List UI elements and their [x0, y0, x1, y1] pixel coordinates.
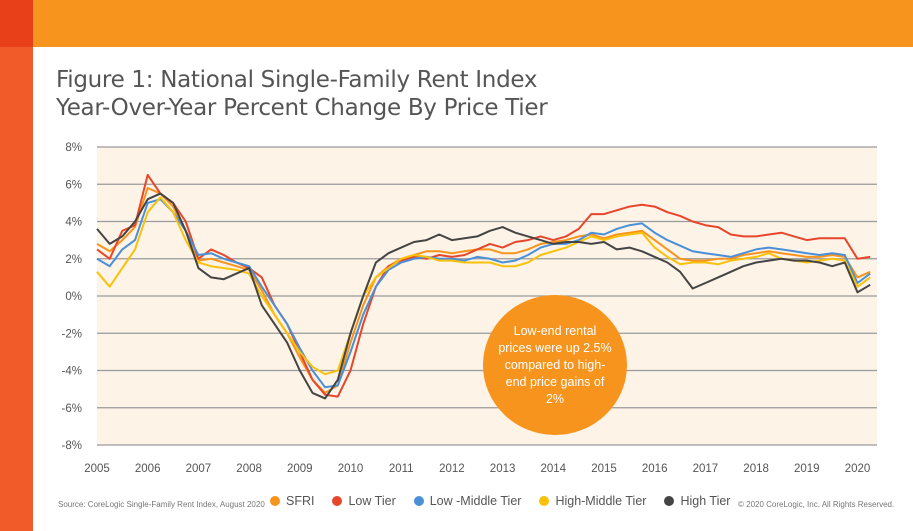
x-tick-label: 2017	[693, 463, 719, 475]
y-tick-label: -6%	[62, 403, 82, 415]
series-line-sfri	[96, 187, 871, 394]
legend-label: High-Middle Tier	[555, 494, 647, 508]
legend-dot-icon	[664, 496, 675, 506]
series-line-low-middle-tier	[96, 198, 871, 389]
y-tick-label: 0%	[65, 291, 82, 303]
legend-label: High Tier	[680, 494, 731, 508]
legend-item: High Tier	[664, 494, 730, 508]
side-accent-strip	[0, 0, 33, 531]
title-line-2: Year-Over-Year Percent Change By Price T…	[56, 95, 548, 121]
x-tick-label: 2005	[84, 463, 110, 475]
y-tick-label: 6%	[65, 179, 82, 191]
x-tick-label: 2010	[338, 463, 364, 475]
x-tick-label: 2018	[743, 463, 769, 475]
series-line-high-tier	[96, 192, 871, 400]
y-tick-label: 2%	[65, 254, 82, 266]
x-tick-label: 2019	[794, 463, 820, 475]
source-note: Source: CoreLogic Single-Family Rent Ind…	[58, 500, 265, 509]
legend-item: Low Tier	[332, 494, 396, 508]
top-banner	[33, 0, 913, 47]
y-tick-label: 4%	[65, 217, 82, 229]
legend-item: SFRI	[270, 494, 314, 508]
callout-bubble: Low-end rental prices were up 2.5% compa…	[483, 295, 627, 435]
legend-item: High-Middle Tier	[539, 494, 646, 508]
legend-label: SFRI	[286, 494, 315, 508]
legend-dot-icon	[332, 496, 343, 506]
y-tick-label: -2%	[62, 328, 82, 340]
series-line-low-tier	[96, 173, 871, 398]
x-tick-label: 2013	[490, 463, 516, 475]
x-tick-label: 2008	[236, 463, 262, 475]
y-tick-label: -4%	[62, 366, 82, 378]
callout-text: Low-end rental prices were up 2.5% compa…	[498, 323, 612, 406]
title-line-1: Figure 1: National Single-Family Rent In…	[56, 67, 538, 93]
legend-label: Low Tier	[348, 494, 396, 508]
chart-title: Figure 1: National Single-Family Rent In…	[56, 66, 548, 122]
x-tick-label: 2020	[845, 463, 871, 475]
x-tick-label: 2016	[642, 463, 668, 475]
y-tick-label: -8%	[62, 440, 82, 452]
legend: SFRI Low Tier Low -Middle Tier High-Middle …	[270, 494, 730, 508]
legend-dot-icon	[413, 496, 424, 506]
x-tick-label: 2009	[287, 463, 313, 475]
corner-accent	[0, 0, 33, 47]
x-tick-label: 2011	[389, 463, 414, 475]
legend-item: Low -Middle Tier	[413, 494, 522, 508]
y-tick-label: 8%	[65, 142, 82, 154]
legend-dot-icon	[539, 496, 550, 506]
x-tick-label: 2006	[135, 463, 161, 475]
copyright-note: © 2020 CoreLogic, Inc. All Rights Reserv…	[738, 500, 895, 509]
legend-label: Low -Middle Tier	[429, 494, 522, 508]
x-tick-label: 2007	[186, 463, 212, 475]
x-tick-label: 2012	[439, 463, 465, 475]
series-line-high-middle-tier	[96, 196, 871, 376]
x-tick-label: 2014	[541, 463, 567, 475]
legend-dot-icon	[270, 496, 280, 506]
x-tick-label: 2015	[591, 463, 617, 475]
